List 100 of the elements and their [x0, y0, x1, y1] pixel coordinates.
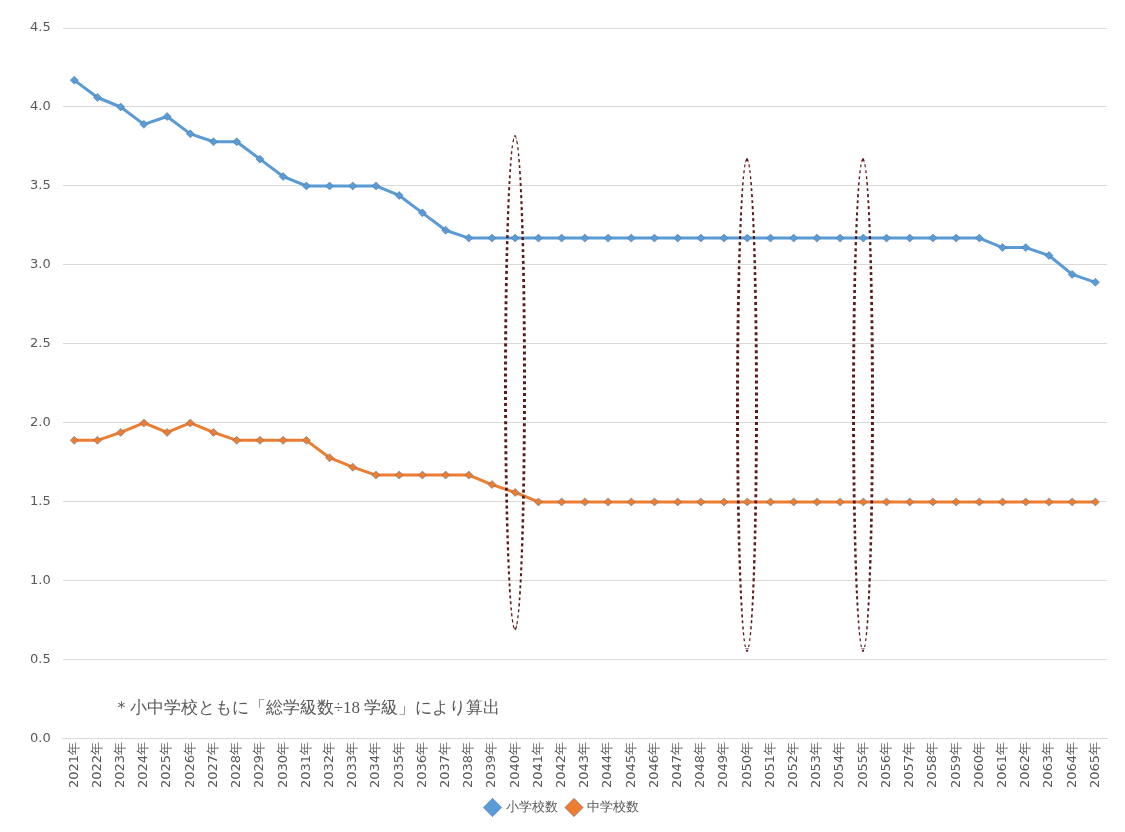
x-tick-label: 2065年 — [1086, 741, 1102, 789]
point — [325, 181, 334, 191]
x-tick-label: 2042年 — [553, 741, 568, 789]
point — [464, 470, 474, 480]
point — [696, 497, 706, 507]
point — [70, 75, 79, 85]
x-tick-label: 2055年 — [854, 741, 870, 789]
point — [139, 418, 149, 428]
x-tick-label: 2021年 — [65, 741, 81, 789]
x-tick-label: 2052年 — [785, 741, 801, 789]
point — [696, 233, 706, 243]
x-tick-label: 2022年 — [88, 741, 104, 789]
point — [743, 497, 752, 507]
point — [975, 497, 984, 507]
point — [1021, 497, 1031, 507]
point — [278, 436, 288, 445]
point — [951, 497, 961, 507]
x-tick-label: 2036年 — [413, 741, 429, 789]
x-tick-label: 2058年 — [924, 741, 940, 789]
point — [441, 225, 450, 235]
point — [232, 436, 241, 445]
point — [627, 233, 636, 243]
x-tick-label: 2025年 — [158, 741, 174, 789]
x-tick-label: 2031年 — [297, 741, 313, 789]
point — [1067, 270, 1077, 279]
point — [835, 233, 845, 243]
point — [603, 233, 613, 243]
x-tick-label: 2049年 — [715, 741, 731, 789]
point — [998, 497, 1007, 507]
x-tick-label: 2054年 — [831, 741, 847, 789]
x-tick-label: 2033年 — [344, 741, 360, 789]
x-tick-label: 2040年 — [506, 741, 522, 789]
point — [510, 233, 520, 243]
y-tick-label: 4.0 — [29, 98, 51, 114]
x-tick-label: 2059年 — [947, 741, 963, 789]
x-tick-label: 2050年 — [738, 741, 754, 789]
x-tick-label: 2048年 — [692, 741, 708, 789]
point — [232, 137, 241, 146]
x-tick-label: 2060年 — [970, 741, 986, 789]
point — [859, 497, 868, 507]
x-tick-label: 2057年 — [901, 741, 917, 789]
point — [534, 497, 543, 507]
point — [162, 428, 172, 437]
point — [209, 428, 218, 437]
point — [650, 497, 659, 507]
x-tick-label: 2023年 — [112, 741, 128, 789]
point — [580, 233, 590, 243]
point — [766, 497, 775, 507]
x-tick-label: 2047年 — [669, 741, 685, 789]
x-tick-label: 2039年 — [483, 741, 499, 789]
point — [905, 233, 914, 243]
x-tick-label: 2024年 — [135, 741, 151, 789]
point — [719, 497, 729, 507]
x-tick-label: 2032年 — [320, 741, 336, 789]
x-tick-label: 2041年 — [529, 741, 545, 789]
y-tick-label: 2.5 — [29, 335, 51, 351]
point — [673, 233, 682, 243]
point — [580, 497, 590, 507]
point — [650, 233, 659, 243]
point — [882, 497, 891, 507]
point — [116, 428, 125, 437]
point — [766, 233, 775, 243]
x-tick-label: 2061年 — [993, 741, 1009, 789]
point — [116, 102, 125, 112]
x-tick-label: 2038年 — [460, 741, 476, 789]
point — [441, 470, 450, 480]
x-tick-label: 2046年 — [645, 741, 661, 789]
point — [557, 233, 566, 243]
point — [975, 233, 984, 243]
x-tick-label: 2043年 — [576, 741, 592, 789]
point — [255, 436, 265, 445]
x-tick-label: 2045年 — [622, 741, 638, 789]
point — [186, 129, 195, 139]
point — [905, 497, 914, 507]
point — [302, 436, 311, 445]
point — [719, 233, 729, 243]
x-tick-label: 2051年 — [761, 741, 777, 789]
point — [510, 488, 520, 497]
legend-label: 中学校数 — [587, 798, 639, 814]
x-tick-label: 2026年 — [181, 741, 197, 789]
point — [928, 233, 938, 243]
x-tick-label: 2035年 — [390, 741, 406, 789]
point — [302, 181, 311, 191]
point — [882, 233, 891, 243]
point — [1067, 497, 1077, 507]
point — [209, 137, 218, 146]
x-tick-label: 2053年 — [808, 741, 824, 789]
point — [557, 497, 566, 507]
point — [1044, 497, 1054, 507]
point — [859, 233, 868, 243]
point — [348, 181, 358, 191]
y-tick-label: 3.0 — [29, 256, 51, 272]
point — [464, 233, 474, 243]
y-tick-label: 1.0 — [29, 572, 51, 588]
point — [139, 120, 149, 129]
point — [789, 233, 798, 243]
point — [162, 112, 172, 121]
point — [487, 233, 497, 243]
point — [743, 233, 752, 243]
x-tick-label: 2030年 — [274, 741, 290, 789]
